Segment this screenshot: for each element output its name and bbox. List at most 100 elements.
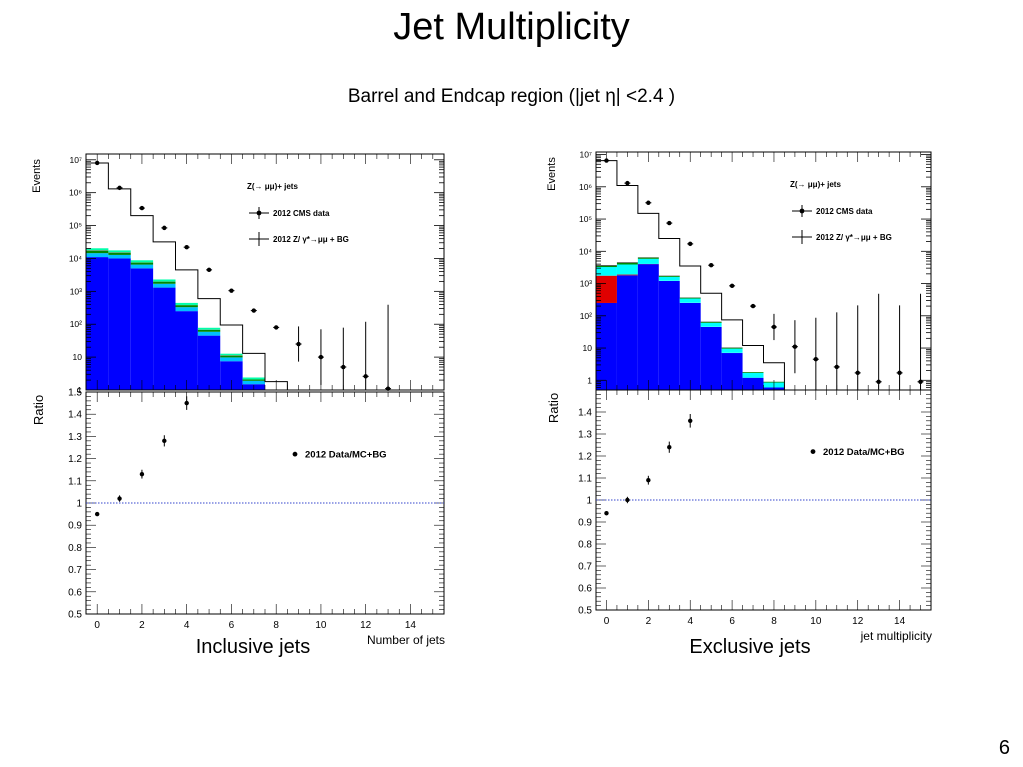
stack-bar xyxy=(679,302,701,390)
ratio-tick-label: 0.6 xyxy=(578,584,592,595)
ratio-point xyxy=(184,400,189,406)
data-point xyxy=(296,341,301,347)
mc-total-line xyxy=(595,160,785,390)
y-tick-label: 10² xyxy=(580,311,592,321)
ratio-tick-label: 0.6 xyxy=(68,587,82,598)
ratio-tick-label: 1.2 xyxy=(578,452,592,463)
stack-bar xyxy=(679,297,701,299)
ratio-point xyxy=(646,478,651,483)
ratio-tick-label: 1.3 xyxy=(578,430,592,441)
data-point xyxy=(206,267,212,273)
ratio-point xyxy=(117,496,122,501)
data-point xyxy=(273,325,279,330)
ratio-legend-marker xyxy=(810,449,816,454)
stack-bar xyxy=(86,250,109,254)
stack-bar xyxy=(175,311,198,390)
x-tick-label: 0 xyxy=(604,616,610,627)
legend-data-marker xyxy=(799,208,805,214)
data-point xyxy=(855,370,860,376)
y-tick-label: 10⁴ xyxy=(69,253,82,263)
ratio-tick-label: 1.3 xyxy=(68,432,82,443)
stack-bar xyxy=(242,377,265,380)
y-axis-label-events: Events xyxy=(31,159,43,193)
ratio-point xyxy=(667,445,672,450)
ratio-point xyxy=(604,511,609,516)
data-point xyxy=(667,220,672,226)
data-point xyxy=(184,244,189,250)
y-tick-label: 10⁶ xyxy=(579,182,592,192)
ratio-tick-label: 1.5 xyxy=(68,388,82,399)
y-tick-label: 10⁴ xyxy=(579,246,592,256)
slide-title: Jet Multiplicity xyxy=(393,6,630,48)
stack-bar xyxy=(596,275,617,303)
x-axis-label: Number of jets xyxy=(367,633,445,647)
x-tick-label: 14 xyxy=(405,620,417,631)
y-axis-label-events: Events xyxy=(546,157,558,191)
legend-title: Z(→ μμ)+ jets xyxy=(247,182,298,191)
data-point xyxy=(750,303,756,309)
y-tick-label: 10 xyxy=(583,343,593,353)
y-axis-label-ratio: Ratio xyxy=(546,393,561,423)
data-point xyxy=(688,241,693,247)
y-tick-label: 10³ xyxy=(580,279,592,289)
y-tick-label: 10⁷ xyxy=(69,155,82,165)
ratio-tick-label: 0.7 xyxy=(578,562,592,573)
ratio-tick-label: 1.2 xyxy=(68,454,82,465)
legend-mc-label: 2012 Z/ γ*→μμ + BG xyxy=(816,233,892,242)
data-point xyxy=(771,324,777,330)
data-point xyxy=(139,205,145,211)
stack-bar xyxy=(108,252,131,255)
stack-bar xyxy=(86,248,109,251)
x-tick-label: 2 xyxy=(646,616,652,627)
stack-bar xyxy=(596,302,617,390)
stack-bar xyxy=(130,264,154,269)
data-point xyxy=(363,374,368,379)
stack-bar xyxy=(637,257,659,259)
data-point xyxy=(229,288,234,293)
y-tick-label: 10² xyxy=(70,319,82,329)
x-tick-label: 12 xyxy=(852,616,864,627)
y-tick-label: 10⁷ xyxy=(579,150,592,160)
ratio-legend-label: 2012 Data/MC+BG xyxy=(305,450,387,461)
data-point xyxy=(792,344,798,349)
ratio-point xyxy=(688,418,693,423)
data-point xyxy=(162,225,167,231)
y-tick-label: 1 xyxy=(587,375,592,385)
slide-subtitle: Barrel and Endcap region (|jet η| <2.4 ) xyxy=(347,86,676,107)
left-chart-caption: Inclusive jets xyxy=(195,636,311,658)
ratio-legend-label: 2012 Data/MC+BG xyxy=(823,447,905,458)
stack-bar xyxy=(175,307,198,312)
data-point xyxy=(834,364,839,370)
stack-bar xyxy=(700,326,722,390)
x-tick-label: 14 xyxy=(894,616,906,627)
right-chart-panel: 1 10 10² 10³ 10⁴ 10⁵ 10⁶ 10⁷ 0.5 0.6 0.7 0.8 0.9 1 1.1… xyxy=(546,150,932,643)
stack-bar xyxy=(596,265,617,266)
ratio-tick-label: 0.9 xyxy=(68,521,82,532)
stack-bar xyxy=(220,353,243,356)
legend-title: Z(→ μμ)+ jets xyxy=(790,180,841,189)
stack-bar xyxy=(153,287,176,390)
stack-bar xyxy=(742,372,764,373)
page-number: 6 xyxy=(998,737,1010,759)
x-tick-label: 2 xyxy=(139,620,145,631)
ratio-tick-label: 1.4 xyxy=(578,408,592,419)
data-point xyxy=(117,185,122,191)
x-tick-label: 10 xyxy=(315,620,327,631)
stack-bar xyxy=(175,305,198,308)
stack-bar xyxy=(130,268,154,390)
stack-bar xyxy=(742,377,764,390)
stack-bar xyxy=(637,258,659,264)
mc-total-line xyxy=(85,162,288,390)
data-point xyxy=(318,354,324,360)
stack-bar xyxy=(197,329,221,332)
y-tick-label: 10³ xyxy=(70,286,82,296)
ratio-tick-label: 0.5 xyxy=(578,606,592,617)
data-point xyxy=(813,357,819,362)
stack-bar xyxy=(700,322,722,327)
stack-bar xyxy=(220,357,243,362)
stack-bar xyxy=(242,379,265,381)
ratio-tick-label: 0.8 xyxy=(68,543,82,554)
ratio-tick-label: 1 xyxy=(586,496,592,507)
y-tick-label: 10⁵ xyxy=(69,221,82,231)
ratio-tick-label: 0.5 xyxy=(68,610,82,621)
